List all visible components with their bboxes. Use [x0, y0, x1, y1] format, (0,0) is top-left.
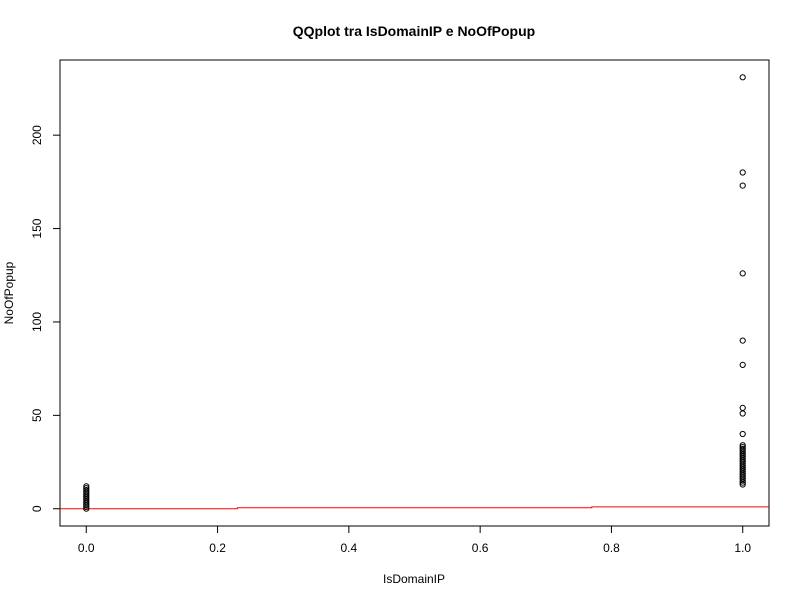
- x-tick-label: 0.0: [78, 541, 95, 555]
- x-tick-label: 0.2: [209, 541, 226, 555]
- data-point: [739, 270, 746, 277]
- data-point: [739, 444, 746, 451]
- data-point: [739, 445, 746, 453]
- x-tick-label: 0.6: [472, 541, 489, 555]
- data-point: [739, 74, 746, 81]
- series-layer: [60, 74, 769, 512]
- data-point: [739, 182, 746, 189]
- data-point: [739, 169, 746, 176]
- x-tick-label: 1.0: [734, 541, 751, 555]
- x-tick-label: 0.8: [603, 541, 620, 555]
- data-point: [739, 404, 746, 411]
- data-point: [739, 410, 746, 417]
- y-tick-label: 0: [30, 505, 44, 512]
- data-point: [739, 337, 746, 344]
- y-axis-label: NoOfPopup: [2, 261, 16, 324]
- x-tick-label: 0.4: [341, 541, 358, 555]
- x-axis-label: IsDomainIP: [383, 572, 445, 586]
- y-tick-label: 200: [30, 125, 44, 145]
- y-tick-label: 100: [30, 312, 44, 332]
- reference-line: [60, 506, 769, 510]
- data-point: [739, 430, 746, 438]
- data-point: [83, 487, 90, 494]
- data-point: [739, 442, 746, 449]
- y-tick-label: 50: [30, 408, 44, 422]
- y-axis: 0 50 100 150 200: [30, 125, 60, 512]
- x-axis: 0.0 0.2 0.4 0.6 0.8 1.0: [78, 526, 751, 555]
- y-tick-label: 150: [30, 218, 44, 238]
- data-point: [83, 485, 90, 492]
- plot-frame: [59, 59, 770, 527]
- data-point: [83, 483, 90, 490]
- data-point: [739, 361, 746, 368]
- chart-title: QQplot tra IsDomainIP e NoOfPopup: [293, 23, 535, 39]
